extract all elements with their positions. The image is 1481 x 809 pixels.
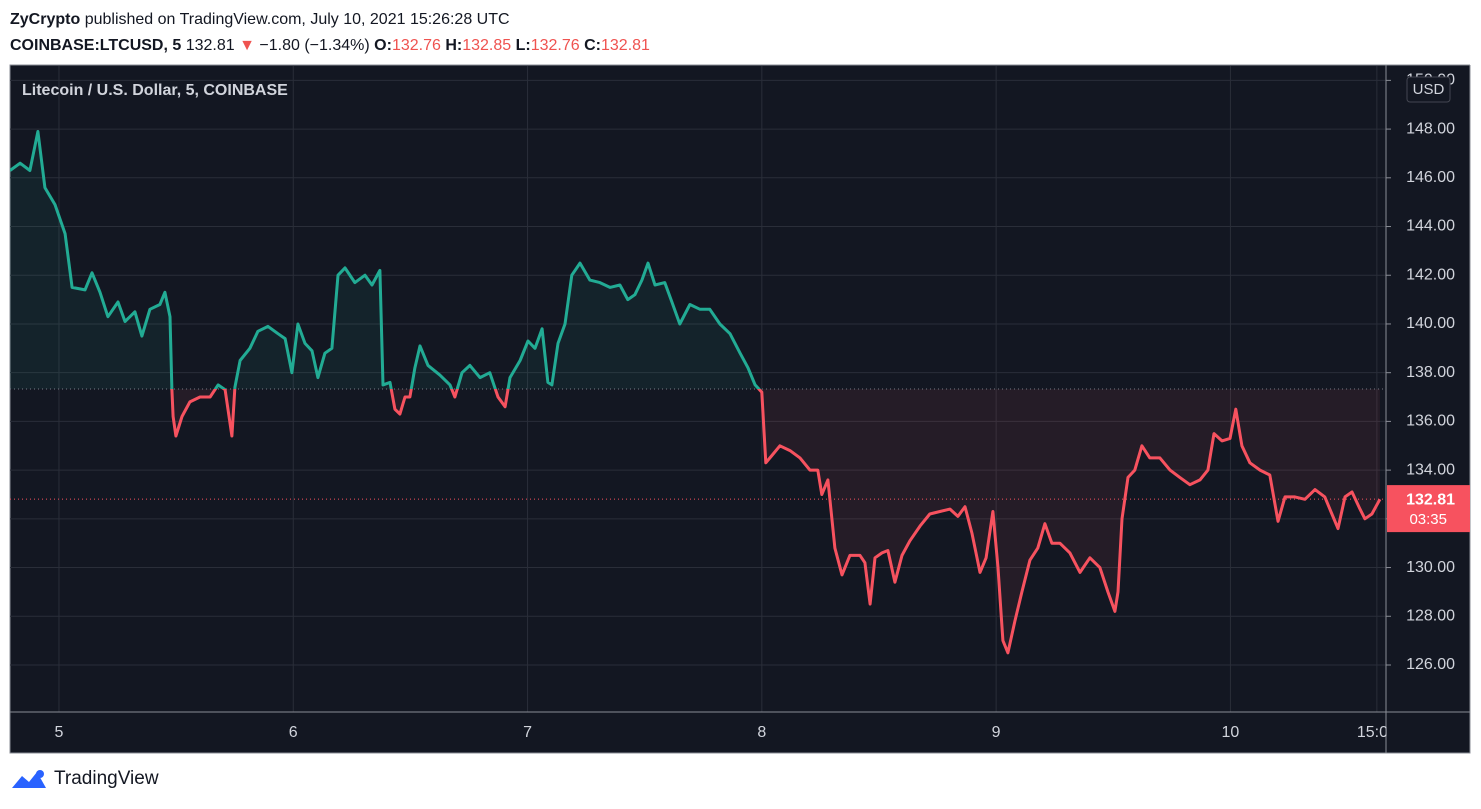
brand: TradingView — [54, 768, 159, 789]
frame-top-mask — [1387, 55, 1477, 65]
y-tick-label: 146.00 — [1406, 169, 1455, 186]
y-tick-label: 140.00 — [1406, 315, 1455, 332]
x-tick-label: 8 — [757, 724, 766, 741]
currency: USD — [1413, 81, 1445, 98]
symbol: COINBASE:LTCUSD, 5 — [10, 37, 182, 54]
y-tick-label: 126.00 — [1406, 656, 1455, 673]
currency-box — [1406, 76, 1451, 103]
countdown: 03:35 — [1409, 511, 1447, 528]
low-label: L: — [515, 37, 531, 54]
x-tick-label: 9 — [992, 724, 1001, 741]
x-tick-label: 6 — [289, 724, 298, 741]
header-line-2: COINBASE:LTCUSD, 5 132.81 ▼ −1.80 (−1.34… — [10, 33, 650, 59]
y-tick-label: 138.00 — [1406, 364, 1455, 381]
area — [10, 131, 1380, 653]
open-label: O: — [374, 37, 392, 54]
arrow: ▼ — [239, 37, 255, 54]
y-tick-label: 128.00 — [1406, 607, 1455, 624]
high: 132.85 — [462, 37, 512, 54]
header: ZyCrypto published on TradingView.com, J… — [10, 7, 650, 59]
chart: Litecoin / U.S. Dollar, 5, COINBASE 5 6 7 8… — [9, 55, 1477, 754]
open: 132.76 — [391, 37, 441, 54]
close-label: C: — [584, 37, 601, 54]
logo — [12, 770, 46, 788]
publisher: ZyCrypto — [10, 11, 81, 28]
header-line-1: ZyCrypto published on TradingView.com, J… — [10, 7, 650, 33]
footer: TradingView — [10, 768, 159, 790]
published: published on TradingView.com, July 10, 2… — [84, 11, 510, 28]
y-tick-label: 134.00 — [1406, 461, 1455, 478]
y-tick-label: 142.00 — [1406, 266, 1455, 283]
last-price-box — [1387, 485, 1470, 533]
y-tick-label: 148.00 — [1406, 120, 1455, 137]
price-line — [10, 130, 1382, 655]
y-tick-label: 130.00 — [1406, 559, 1455, 576]
y-tick-label: 144.00 — [1406, 218, 1455, 235]
price-axis-panel — [1386, 713, 1470, 753]
x-tick-label: 5 — [55, 724, 64, 741]
high-label: H: — [445, 37, 463, 54]
last-price-label: 132.81 — [1406, 491, 1455, 508]
change: −1.80 (−1.34%) — [259, 37, 370, 54]
low: 132.76 — [530, 37, 580, 54]
x-tick-label: 10 — [1222, 724, 1240, 741]
chart-title: Litecoin / U.S. Dollar, 5, COINBASE — [22, 82, 288, 99]
close: 132.81 — [601, 37, 650, 54]
x-tick-label: 7 — [523, 724, 532, 741]
y-tick-label: 136.00 — [1406, 413, 1455, 430]
last: 132.81 — [185, 37, 235, 54]
